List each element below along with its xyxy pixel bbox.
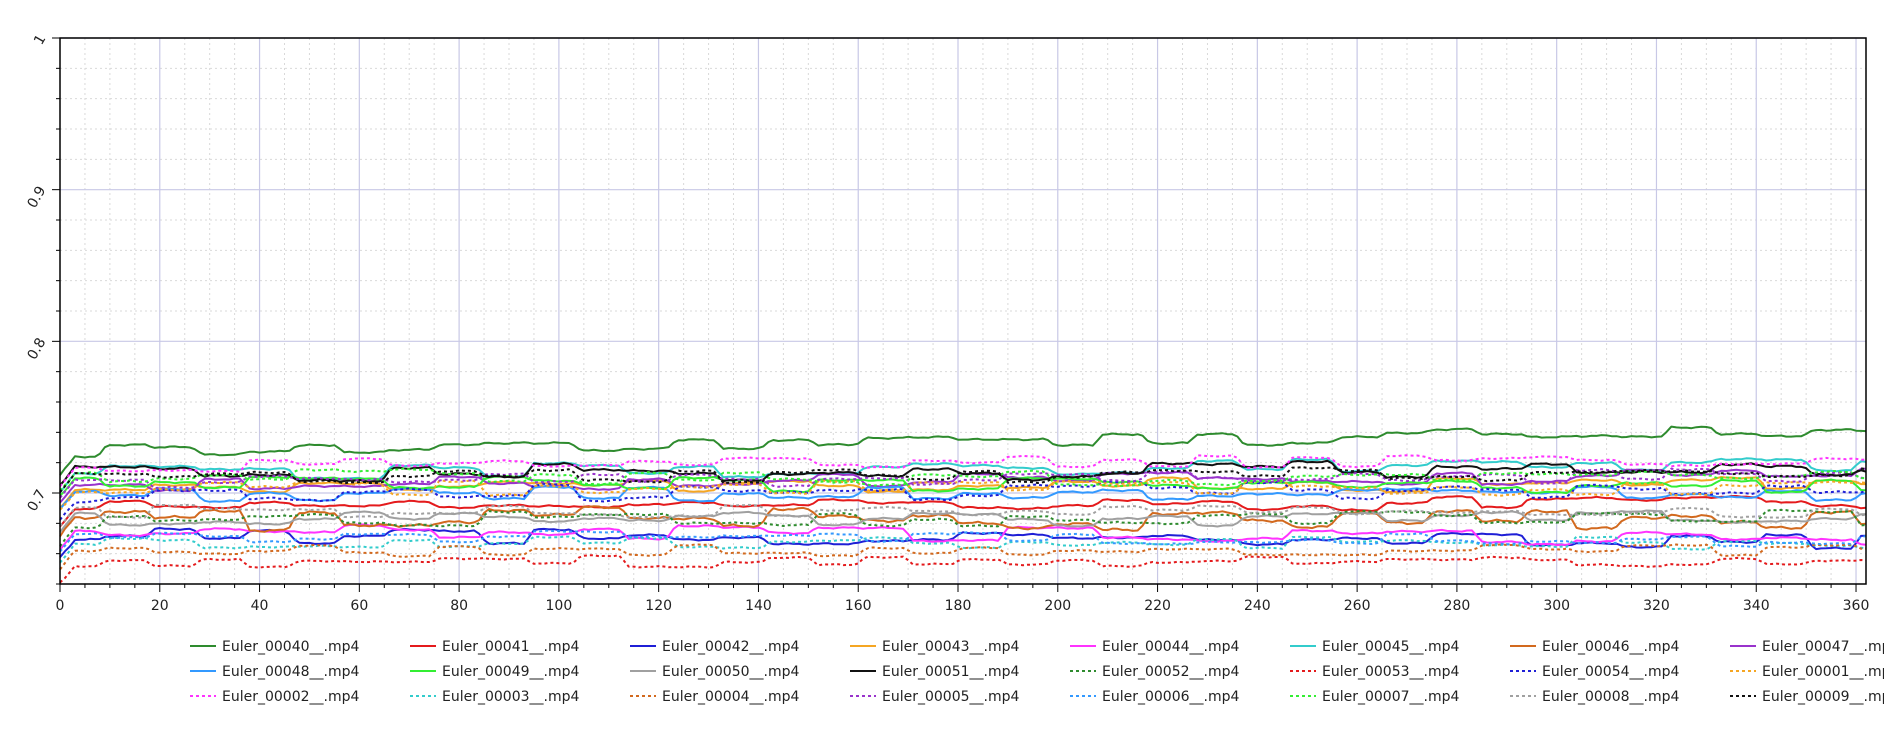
x-tick-label: 60 xyxy=(350,598,368,614)
x-tick-label: 180 xyxy=(945,598,972,614)
legend-label: Euler_00007__.mp4 xyxy=(1322,689,1459,705)
legend-label: Euler_00043__.mp4 xyxy=(882,639,1019,655)
x-tick-label: 100 xyxy=(546,598,573,614)
axes: 0 20 40 60 80 100 120 140 160 180 200 220 240 260 280 3… xyxy=(24,32,1869,614)
series-line xyxy=(59,459,1867,486)
x-tick-label: 40 xyxy=(251,598,269,614)
y-tick-label: 0.8 xyxy=(24,335,49,362)
legend-label: Euler_00040__.mp4 xyxy=(222,639,359,655)
x-tick-label: 80 xyxy=(450,598,468,614)
y-tick-label: 1 xyxy=(31,32,49,48)
legend-label: Euler_00044__.mp4 xyxy=(1102,639,1239,655)
legend-label: Euler_00053__.mp4 xyxy=(1322,664,1459,680)
series-line xyxy=(59,474,1867,497)
series-line xyxy=(59,479,1867,511)
legend-label: Euler_00045__.mp4 xyxy=(1322,639,1459,655)
x-tick-label: 320 xyxy=(1643,598,1670,614)
legend-label: Euler_00048__.mp4 xyxy=(222,664,359,680)
legend-label: Euler_00009__.mp4 xyxy=(1762,689,1884,705)
series-line xyxy=(59,480,1867,521)
series-lines xyxy=(59,425,1867,584)
legend-label: Euler_00052__.mp4 xyxy=(1102,664,1239,680)
series-line xyxy=(59,495,1867,528)
x-tick-label: 120 xyxy=(645,598,672,614)
x-tick-label: 20 xyxy=(151,598,169,614)
legend-label: Euler_00051__.mp4 xyxy=(882,664,1019,680)
series-line xyxy=(59,554,1867,584)
x-tick-label: 200 xyxy=(1044,598,1071,614)
legend-label: Euler_00006__.mp4 xyxy=(1102,689,1239,705)
legend-label: Euler_00008__.mp4 xyxy=(1542,689,1679,705)
x-tick-label: 0 xyxy=(56,598,65,614)
series-line xyxy=(59,543,1867,571)
x-tick-label: 260 xyxy=(1344,598,1371,614)
x-tick-label: 240 xyxy=(1244,598,1271,614)
x-tick-label: 300 xyxy=(1543,598,1570,614)
legend: Euler_00040__.mp4 Euler_00041__.mp4 Euler_… xyxy=(190,639,1884,705)
legend-label: Euler_00042__.mp4 xyxy=(662,639,799,655)
legend-label: Euler_00049__.mp4 xyxy=(442,664,579,680)
legend-label: Euler_00046__.mp4 xyxy=(1542,639,1679,655)
series-line xyxy=(59,503,1867,527)
legend-label: Euler_00054__.mp4 xyxy=(1542,664,1679,680)
legend-label: Euler_00005__.mp4 xyxy=(882,689,1019,705)
series-line xyxy=(59,505,1867,538)
legend-label: Euler_00002__.mp4 xyxy=(222,689,359,705)
y-tick-label: 0.9 xyxy=(24,184,49,211)
grid xyxy=(60,37,1866,585)
legend-label: Euler_00004__.mp4 xyxy=(662,689,799,705)
x-tick-label: 140 xyxy=(745,598,772,614)
legend-label: Euler_00041__.mp4 xyxy=(442,639,579,655)
series-line xyxy=(59,508,1867,548)
y-tick-label: 0.7 xyxy=(24,487,49,514)
x-tick-label: 340 xyxy=(1743,598,1770,614)
legend-label: Euler_00047__.mp4 xyxy=(1762,639,1884,655)
legend-label: Euler_00001__.mp4 xyxy=(1762,664,1884,680)
x-tick-label: 360 xyxy=(1843,598,1870,614)
series-line xyxy=(59,425,1867,476)
series-line xyxy=(59,454,1867,487)
legend-label: Euler_00003__.mp4 xyxy=(442,689,579,705)
legend-label: Euler_00050__.mp4 xyxy=(662,664,799,680)
series-line xyxy=(59,467,1867,499)
series-line xyxy=(59,467,1867,492)
x-tick-label: 160 xyxy=(845,598,872,614)
x-tick-label: 220 xyxy=(1144,598,1171,614)
series-line xyxy=(59,523,1867,551)
x-tick-label: 280 xyxy=(1444,598,1471,614)
